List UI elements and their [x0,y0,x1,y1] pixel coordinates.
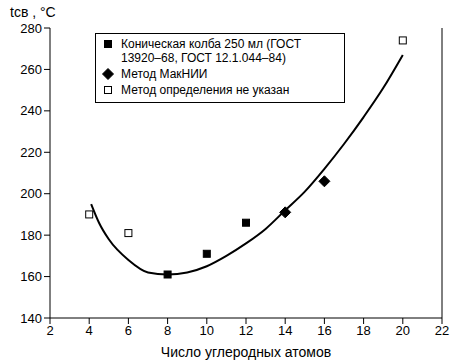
svg-text:18: 18 [356,323,370,338]
html-text:Метод МакНИИ: Метод МакНИИ [121,67,208,81]
html-text:tсв , °C: tсв , °C [10,4,56,20]
svg-text:4: 4 [86,323,93,338]
html-text:Коническая колба 250 мл (ГОСТ: Коническая колба 250 мл (ГОСТ 13920–68, … [121,37,301,65]
svg-text:Число углеродных атомов: Число углеродных атомов [161,344,331,360]
svg-text:180: 180 [20,228,42,243]
html-text:Метод определения не указан: Метод определения не указан [121,83,290,97]
svg-text:2: 2 [46,323,53,338]
svg-text:20: 20 [396,323,410,338]
svg-text:10: 10 [200,323,214,338]
svg-text:6: 6 [125,323,132,338]
svg-text:220: 220 [20,145,42,160]
svg-text:260: 260 [20,62,42,77]
svg-text:140: 140 [20,311,42,326]
svg-text:22: 22 [435,323,442,338]
svg-text:12: 12 [239,323,253,338]
svg-text:8: 8 [164,323,171,338]
svg-text:14: 14 [278,323,292,338]
svg-text:240: 240 [20,103,42,118]
svg-text:280: 280 [20,21,42,36]
svg-text:16: 16 [317,323,331,338]
svg-text:200: 200 [20,186,42,201]
svg-text:160: 160 [20,269,42,284]
